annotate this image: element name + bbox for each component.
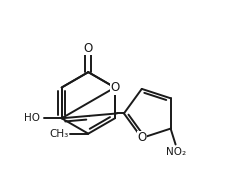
Text: O: O: [110, 81, 120, 94]
Text: O: O: [137, 131, 146, 144]
Text: NO₂: NO₂: [166, 147, 186, 157]
Text: O: O: [84, 42, 93, 55]
Text: HO: HO: [24, 113, 40, 123]
Text: CH₃: CH₃: [49, 129, 68, 139]
